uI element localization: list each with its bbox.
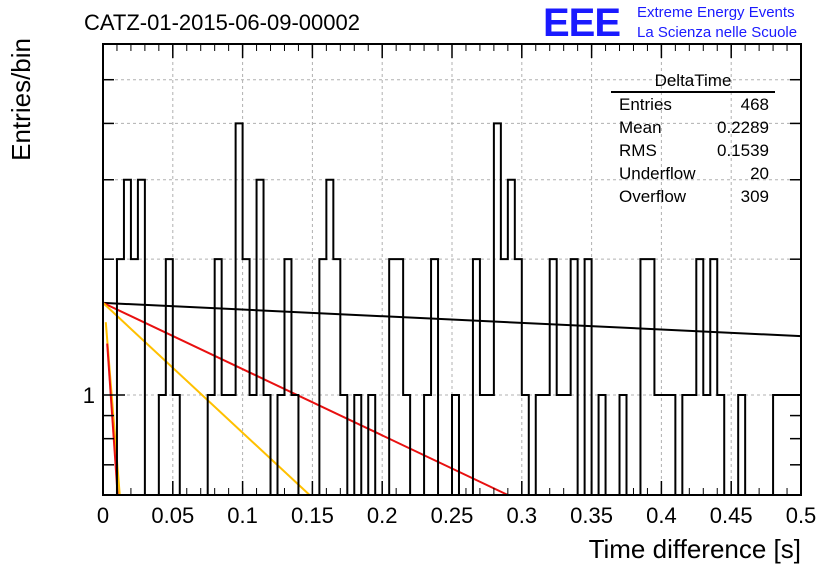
x-tick-label: 0.5	[786, 503, 817, 528]
fit-curve	[102, 302, 311, 496]
y-tick-label: 1	[83, 383, 95, 408]
fit-curve	[106, 343, 119, 496]
stats-row-underflow: Underflow 20	[611, 162, 775, 185]
stats-value: 0.1539	[717, 141, 769, 160]
stats-row-overflow: Overflow 309	[611, 185, 775, 208]
tick-labels: 0 0.05 0.1 0.15 0.2 0.25 0.3 0.35 0.4 0.45 0.5 1	[83, 383, 817, 528]
stats-key: Mean	[619, 118, 662, 137]
axis-ticks	[102, 44, 802, 496]
eee-logo: EEE	[543, 1, 621, 45]
stats-row-entries: Entries 468	[611, 93, 775, 116]
stats-box: DeltaTime Entries 468 Mean 0.2289 RMS 0.…	[611, 71, 775, 208]
fit-curves	[102, 301, 802, 496]
x-axis-label: Time difference [s]	[589, 534, 801, 564]
stats-title: DeltaTime	[611, 71, 775, 93]
fit-curve	[102, 301, 509, 496]
x-tick-label: 0.45	[710, 503, 753, 528]
stats-key: Underflow	[619, 164, 696, 183]
x-tick-label: 0.15	[291, 503, 334, 528]
x-tick-label: 0.2	[367, 503, 398, 528]
stats-key: RMS	[619, 141, 657, 160]
x-tick-label: 0.3	[507, 503, 538, 528]
x-tick-label: 0	[97, 503, 109, 528]
stats-value: 309	[740, 187, 769, 206]
stats-row-mean: Mean 0.2289	[611, 116, 775, 139]
x-tick-label: 0.1	[227, 503, 258, 528]
logo-line-2: La Scienza nelle Scuole	[637, 24, 798, 41]
stats-key: Entries	[619, 95, 672, 114]
logo-line-1: Extreme Energy Events	[637, 4, 795, 21]
x-tick-label: 0.05	[151, 503, 194, 528]
stats-value: 20	[750, 164, 769, 183]
fit-curve	[102, 301, 802, 338]
stats-value: 0.2289	[717, 118, 769, 137]
x-tick-label: 0.35	[570, 503, 613, 528]
x-tick-label: 0.4	[646, 503, 677, 528]
y-axis-label: Entries/bin	[6, 38, 36, 161]
chart-title: CATZ-01-2015-06-09-00002	[84, 10, 360, 35]
stats-value: 468	[740, 95, 769, 114]
stats-row-rms: RMS 0.1539	[611, 139, 775, 162]
stats-key: Overflow	[619, 187, 687, 206]
x-tick-label: 0.25	[431, 503, 474, 528]
